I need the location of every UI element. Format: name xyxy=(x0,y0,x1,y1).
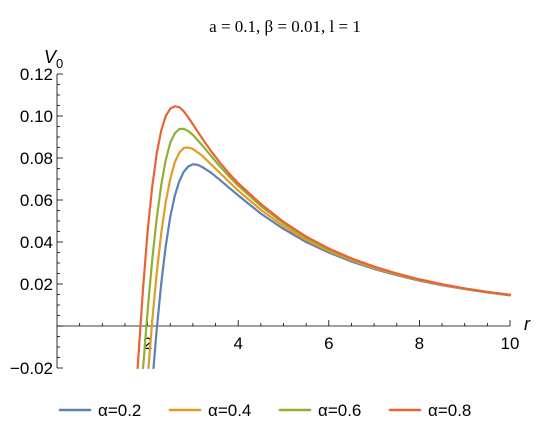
legend-label: α=0.6 xyxy=(318,401,361,420)
x-tick-label: 6 xyxy=(324,334,333,353)
y-ticks: −0.02 0.02 0.04 0.06 0.08 0.10 0.12 xyxy=(10,65,63,378)
x-tick-label: 10 xyxy=(501,334,520,353)
y-tick-label: 0.06 xyxy=(20,191,53,210)
x-tick-label: 8 xyxy=(415,334,424,353)
x-axis-label: r xyxy=(524,314,531,334)
series-line xyxy=(136,105,512,370)
legend-label: α=0.4 xyxy=(208,401,251,420)
x-tick-label: 4 xyxy=(233,334,242,353)
y-tick-label: −0.02 xyxy=(10,359,53,378)
y-tick-label: 0.08 xyxy=(20,149,53,168)
y-axis-label-subscript: 0 xyxy=(56,56,63,71)
y-axis-label-main: V0 xyxy=(44,47,63,71)
y-tick-label: 0.10 xyxy=(20,107,53,126)
legend: α=0.2 α=0.4 α=0.6 α=0.8 xyxy=(58,401,471,420)
x-ticks: 2 4 6 8 10 xyxy=(79,320,520,353)
series-lines xyxy=(136,105,512,370)
chart-title: a = 0.1, β = 0.01, l = 1 xyxy=(209,17,361,36)
y-tick-label: 0.02 xyxy=(20,275,53,294)
legend-label: α=0.2 xyxy=(98,401,141,420)
y-axis-label: V0 xyxy=(44,47,63,71)
y-axis-label-letter: V xyxy=(44,47,58,67)
y-tick-label: 0.12 xyxy=(20,65,53,84)
y-tick-label: 0.04 xyxy=(20,233,53,252)
x-tick-label: 2 xyxy=(143,334,152,353)
legend-label: α=0.8 xyxy=(428,401,471,420)
